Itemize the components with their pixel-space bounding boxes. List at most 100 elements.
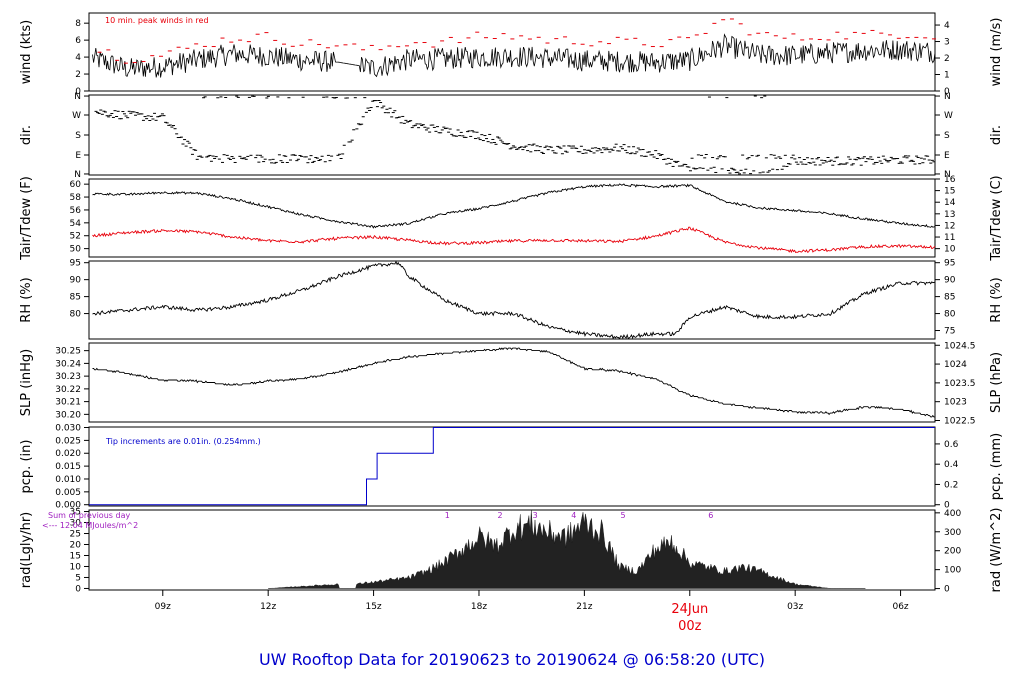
rad-right-tick-label: 100 xyxy=(944,566,961,576)
wind-peak-marks xyxy=(97,18,936,64)
pcp-left-tick-label: 0.020 xyxy=(55,449,81,459)
rh-series-line xyxy=(92,260,936,340)
rh-right-tick-label: 85 xyxy=(944,293,955,303)
pcp-left-tick-label: 0.015 xyxy=(55,462,81,472)
pcp-left-tick-label: 0.005 xyxy=(55,488,81,498)
temp-left-tick-label: 58 xyxy=(70,193,82,203)
rh-right-tick-label: 90 xyxy=(944,276,956,286)
rh-left-tick-label: 95 xyxy=(70,259,81,269)
slp-left-tick-label: 30.24 xyxy=(55,359,81,369)
rad-marker: 3 xyxy=(533,511,538,520)
wind-series-line xyxy=(92,33,936,78)
rad-right-tick-label: 400 xyxy=(944,509,961,519)
panel-pcp: 0.000 0.005 0.010 0.015 0.020 0.025 0.030 0 0.2 0… xyxy=(19,424,1004,511)
temp-right-tick-label: 14 xyxy=(944,198,956,208)
temp-right-tick-label: 12 xyxy=(944,221,955,231)
tair-series-line xyxy=(92,183,936,229)
pcp-right-axis-title: pcp. (mm) xyxy=(989,433,1004,500)
rad-right-axis-title: rad (W/m^2) xyxy=(989,508,1004,593)
wind-right-axis-title: wind (m/s) xyxy=(989,18,1004,87)
pcp-left-tick-label: 0.000 xyxy=(55,501,81,511)
slp-right-axis-title: SLP (hPa) xyxy=(989,352,1004,413)
slp-left-tick-label: 30.22 xyxy=(55,385,81,395)
x-tick-label: 12z xyxy=(260,602,276,612)
pcp-left-tick-label: 0.010 xyxy=(55,475,81,485)
temp-left-tick-label: 54 xyxy=(70,219,82,229)
dir-left-tick-label: S xyxy=(75,131,81,141)
wind-left-tick-label: 8 xyxy=(75,19,81,29)
wind-left-tick-label: 4 xyxy=(75,53,81,63)
wind-right-tick-label: 4 xyxy=(944,21,950,31)
rad-left-tick-label: 35 xyxy=(70,508,81,518)
tdew-series-line xyxy=(92,226,936,254)
dir-left-tick-label: N xyxy=(74,170,81,180)
panel-rh: 80 85 90 95 75 80 85 90 95 RH (%) RH (%) xyxy=(19,259,1004,340)
dir-right-axis-title: dir. xyxy=(989,125,1004,145)
rad-left-tick-label: 15 xyxy=(70,551,81,561)
temp-left-tick-label: 50 xyxy=(70,245,82,255)
rad-marker: 4 xyxy=(571,511,576,520)
wind-left-axis-title: wind (kts) xyxy=(19,20,34,84)
chart-title: UW Rooftop Data for 20190623 to 20190624… xyxy=(259,650,765,669)
temp-left-tick-label: 56 xyxy=(70,206,82,216)
slp-left-tick-label: 30.21 xyxy=(55,398,81,408)
panel-slp: 30.20 30.21 30.22 30.23 30.24 30.25 1022.5 1023… xyxy=(19,341,1004,426)
slp-left-tick-label: 30.25 xyxy=(55,347,81,357)
slp-right-tick-label: 1024.5 xyxy=(944,341,976,351)
rad-series-area xyxy=(268,509,866,589)
dir-right-tick-label: S xyxy=(944,131,950,141)
pcp-right-tick-label: 0.4 xyxy=(944,460,959,470)
x-tick-label: 18z xyxy=(471,602,487,612)
slp-left-tick-label: 30.23 xyxy=(55,372,81,382)
wind-right-tick-label: 1 xyxy=(944,71,950,81)
wind-right-tick-label: 3 xyxy=(944,38,950,48)
x-tick-label: 03z xyxy=(787,602,803,612)
rad-note-total: <--- 12.04 MJoules/m^2 xyxy=(42,521,138,530)
wind-right-tick-label: 2 xyxy=(944,54,950,64)
temp-left-tick-label: 52 xyxy=(70,232,81,242)
x-tick-label: 21z xyxy=(576,602,592,612)
panel-wind: 0 2 4 6 8 0 1 2 3 4 wind (kts) wind (m/s) xyxy=(19,12,1004,97)
rad-left-axis-title: rad(Lgly/hr) xyxy=(19,512,34,588)
rad-marker: 5 xyxy=(620,511,625,520)
temp-left-axis-title: Tair/Tdew (F) xyxy=(19,176,34,261)
dir-right-tick-label: E xyxy=(944,151,950,161)
rh-frame xyxy=(88,260,936,340)
temp-left-tick-label: 60 xyxy=(70,180,82,190)
wind-left-tick-label: 2 xyxy=(75,70,81,80)
dir-right-tick-label: N xyxy=(944,92,951,102)
pcp-right-tick-label: 0.2 xyxy=(944,480,958,490)
temp-right-tick-label: 10 xyxy=(944,245,956,255)
slp-left-tick-label: 30.20 xyxy=(55,410,81,420)
dir-right-tick-label: N xyxy=(944,170,951,180)
pcp-left-tick-label: 0.030 xyxy=(55,424,81,434)
rh-right-axis-title: RH (%) xyxy=(989,277,1004,322)
pcp-right-tick-label: 0 xyxy=(944,501,950,511)
pcp-left-tick-label: 0.025 xyxy=(55,436,81,446)
rh-right-tick-label: 80 xyxy=(944,310,956,320)
pcp-left-axis-title: pcp. (in) xyxy=(19,440,34,494)
wind-frame xyxy=(88,12,936,92)
temp-right-tick-label: 13 xyxy=(944,210,955,220)
slp-right-tick-label: 1023 xyxy=(944,398,967,408)
x-tick-label: 15z xyxy=(365,602,381,612)
pcp-note: Tip increments are 0.01in. (0.254mm.) xyxy=(105,437,261,446)
rad-left-tick-label: 20 xyxy=(70,541,82,551)
dir-right-tick-label: W xyxy=(944,111,953,121)
rh-right-tick-label: 75 xyxy=(944,327,955,337)
pcp-series-line xyxy=(89,427,935,506)
temp-frame xyxy=(88,178,936,258)
rh-left-tick-label: 80 xyxy=(70,310,82,320)
slp-left-axis-title: SLP (inHg) xyxy=(19,349,34,417)
temp-right-axis-title: Tair/Tdew (C) xyxy=(989,175,1004,261)
dir-left-tick-label: W xyxy=(72,111,81,121)
rad-marker: 1 xyxy=(445,511,450,520)
x-midnight-label: 00z xyxy=(678,619,702,634)
rad-right-tick-label: 0 xyxy=(944,585,950,595)
slp-series-line xyxy=(92,347,935,418)
wind-left-tick-label: 6 xyxy=(75,36,81,46)
slp-right-tick-label: 1022.5 xyxy=(944,416,976,426)
